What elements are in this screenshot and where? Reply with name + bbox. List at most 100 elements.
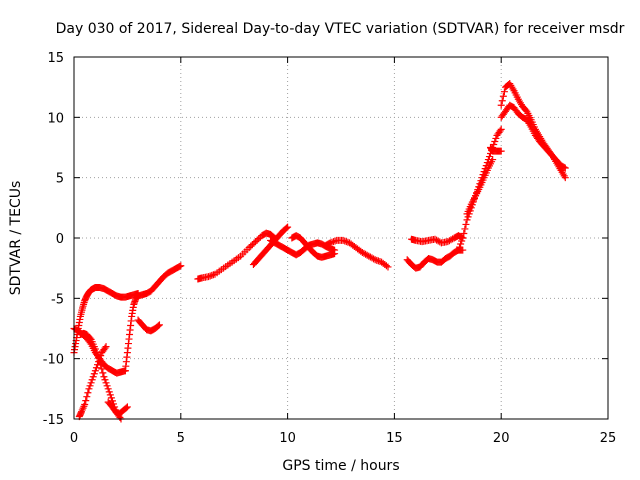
- y-tick-label: -15: [43, 413, 64, 428]
- data-point: [250, 239, 258, 247]
- data-point: [460, 229, 468, 237]
- x-tick-label: 5: [177, 431, 185, 446]
- data-point: [339, 236, 347, 244]
- data-point: [373, 256, 381, 264]
- data-point: [96, 357, 104, 365]
- data-point: [122, 404, 130, 412]
- data-point: [560, 163, 568, 171]
- data-point: [89, 373, 97, 381]
- data-point: [461, 225, 469, 233]
- series-arc7: [134, 316, 163, 335]
- data-point: [248, 241, 256, 249]
- data-point: [463, 216, 471, 224]
- data-point: [91, 367, 99, 375]
- data-point: [85, 385, 93, 393]
- y-tick-label: 10: [47, 111, 64, 126]
- series-arc13: [322, 236, 392, 271]
- data-point: [206, 272, 214, 280]
- data-point: [498, 97, 506, 105]
- data-point: [102, 343, 110, 351]
- data-point: [253, 236, 261, 244]
- data-point: [382, 262, 390, 270]
- data-point: [485, 153, 493, 161]
- data-point: [93, 351, 101, 359]
- data-point: [103, 382, 111, 390]
- data-point: [123, 403, 131, 411]
- data-point: [102, 379, 110, 387]
- data-point: [561, 174, 569, 182]
- data-point: [107, 394, 115, 402]
- data-point: [101, 344, 109, 352]
- data-point: [328, 238, 336, 246]
- data-point: [283, 224, 291, 232]
- x-tick-label: 25: [600, 431, 617, 446]
- x-axis-label: GPS time / hours: [282, 458, 399, 474]
- series-arc1: [70, 283, 142, 357]
- data-point: [83, 393, 91, 401]
- data-point: [434, 237, 442, 245]
- data-point: [496, 127, 504, 135]
- data-point: [491, 137, 499, 145]
- x-tick-label: 15: [386, 431, 403, 446]
- data-point: [284, 223, 292, 231]
- data-point: [100, 373, 108, 381]
- data-point: [255, 235, 263, 243]
- data-point: [458, 237, 466, 245]
- data-point: [98, 365, 106, 373]
- x-tick-label: 10: [279, 431, 296, 446]
- series-arc10: [249, 223, 292, 269]
- data-point: [84, 389, 92, 397]
- data-point: [500, 88, 508, 96]
- data-point: [374, 257, 382, 265]
- series-arc5: [104, 398, 131, 418]
- data-point: [91, 345, 99, 353]
- data-point: [331, 250, 339, 258]
- series-arc8: [134, 262, 185, 300]
- data-point: [462, 220, 470, 228]
- data-point: [492, 134, 500, 142]
- data-point: [252, 238, 260, 246]
- data-markers: [70, 80, 569, 423]
- y-tick-label: 0: [56, 232, 64, 247]
- data-point: [205, 273, 213, 281]
- data-point: [499, 92, 507, 100]
- data-point: [97, 361, 105, 369]
- y-tick-label: -10: [43, 353, 64, 368]
- y-tick-label: 15: [47, 51, 64, 66]
- series-arc17: [463, 156, 497, 218]
- data-point: [330, 238, 338, 246]
- data-point: [454, 246, 462, 254]
- data-point: [497, 101, 505, 109]
- y-tick-label: -5: [51, 292, 64, 307]
- series-arc6: [121, 292, 142, 375]
- data-point: [370, 255, 378, 263]
- data-point: [101, 376, 109, 384]
- data-point: [457, 240, 465, 248]
- data-point: [456, 243, 464, 251]
- x-tick-label: 0: [70, 431, 78, 446]
- data-point: [81, 401, 89, 409]
- series-arc20: [497, 80, 569, 182]
- data-point: [105, 388, 113, 396]
- data-point: [106, 391, 114, 399]
- series-arc12: [288, 232, 339, 261]
- y-tick-label: 5: [56, 172, 64, 187]
- data-point: [245, 244, 253, 252]
- data-point: [104, 385, 112, 393]
- chart-title: Day 030 of 2017, Sidereal Day-to-day VTE…: [56, 21, 625, 37]
- x-tick-label: 20: [493, 431, 510, 446]
- data-point: [208, 271, 216, 279]
- data-point: [154, 322, 162, 330]
- data-point: [459, 234, 467, 242]
- data-point: [331, 237, 339, 245]
- data-point: [497, 147, 505, 155]
- data-point: [155, 321, 163, 329]
- data-point: [342, 238, 350, 246]
- data-point: [489, 156, 497, 164]
- data-point: [497, 125, 505, 133]
- data-point: [88, 376, 96, 384]
- data-point: [209, 271, 217, 279]
- data-point: [82, 397, 90, 405]
- data-point: [92, 364, 100, 372]
